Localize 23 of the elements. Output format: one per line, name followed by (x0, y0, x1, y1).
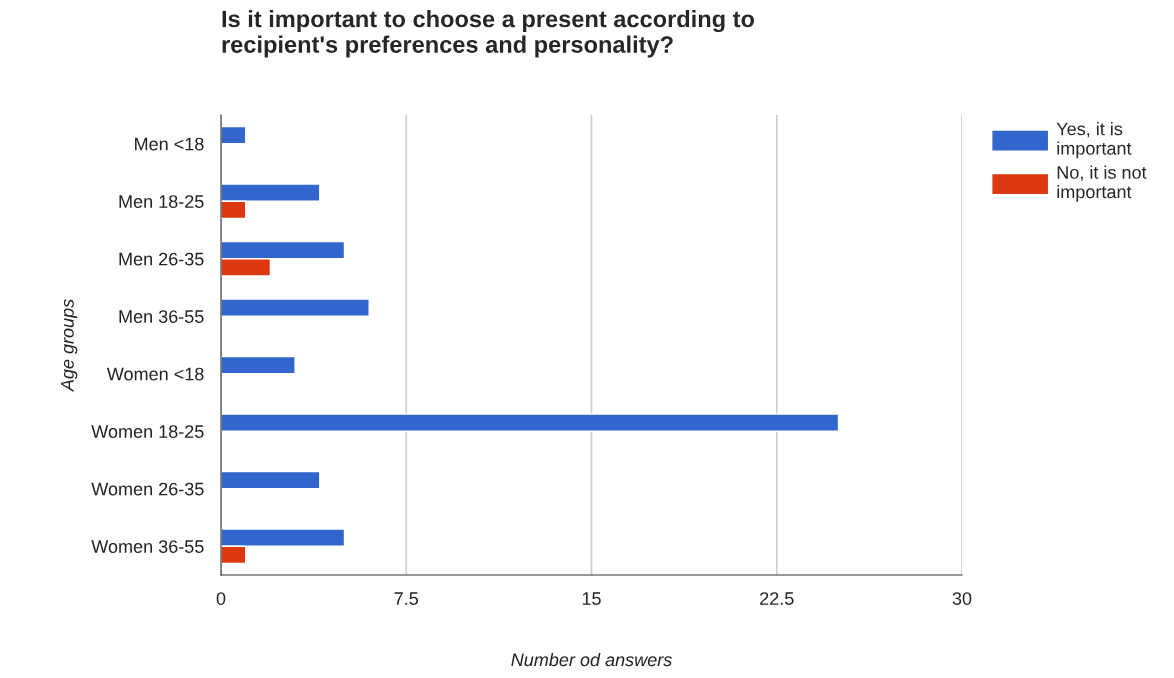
x-tick-label: 22.5 (760, 592, 794, 605)
bar (221, 470, 321, 490)
x-tick-label: 0 (216, 592, 226, 605)
y-tick-label: Women <18 (106, 367, 204, 381)
x-tick-label: 7.5 (394, 592, 419, 605)
y-tick-label: Men 18-25 (119, 195, 204, 208)
y-tick-label: Women 18-25 (91, 425, 204, 438)
legend-label: No, it is not important (1057, 165, 1147, 202)
legend-label: Yes, it is important (1056, 122, 1132, 159)
x-axis-title: Number od answers (511, 652, 672, 667)
bar (221, 125, 247, 145)
bar (221, 298, 370, 317)
y-tick-label: Men 36-55 (119, 310, 204, 323)
y-tick-label: Men 26-35 (119, 252, 204, 266)
chart-title: Is it important to choose a present according to recipient's preferences and personality? (222, 10, 755, 58)
y-tick-label: Women 26-35 (91, 482, 204, 496)
bar (221, 413, 840, 432)
x-tick-label: 30 (952, 592, 972, 605)
x-tick-label: 15 (582, 592, 601, 605)
y-tick-label: Women 36-55 (91, 540, 204, 553)
y-axis-title: Age groups (61, 299, 78, 393)
bar (221, 355, 296, 375)
y-tick-label: Men <18 (135, 137, 204, 151)
